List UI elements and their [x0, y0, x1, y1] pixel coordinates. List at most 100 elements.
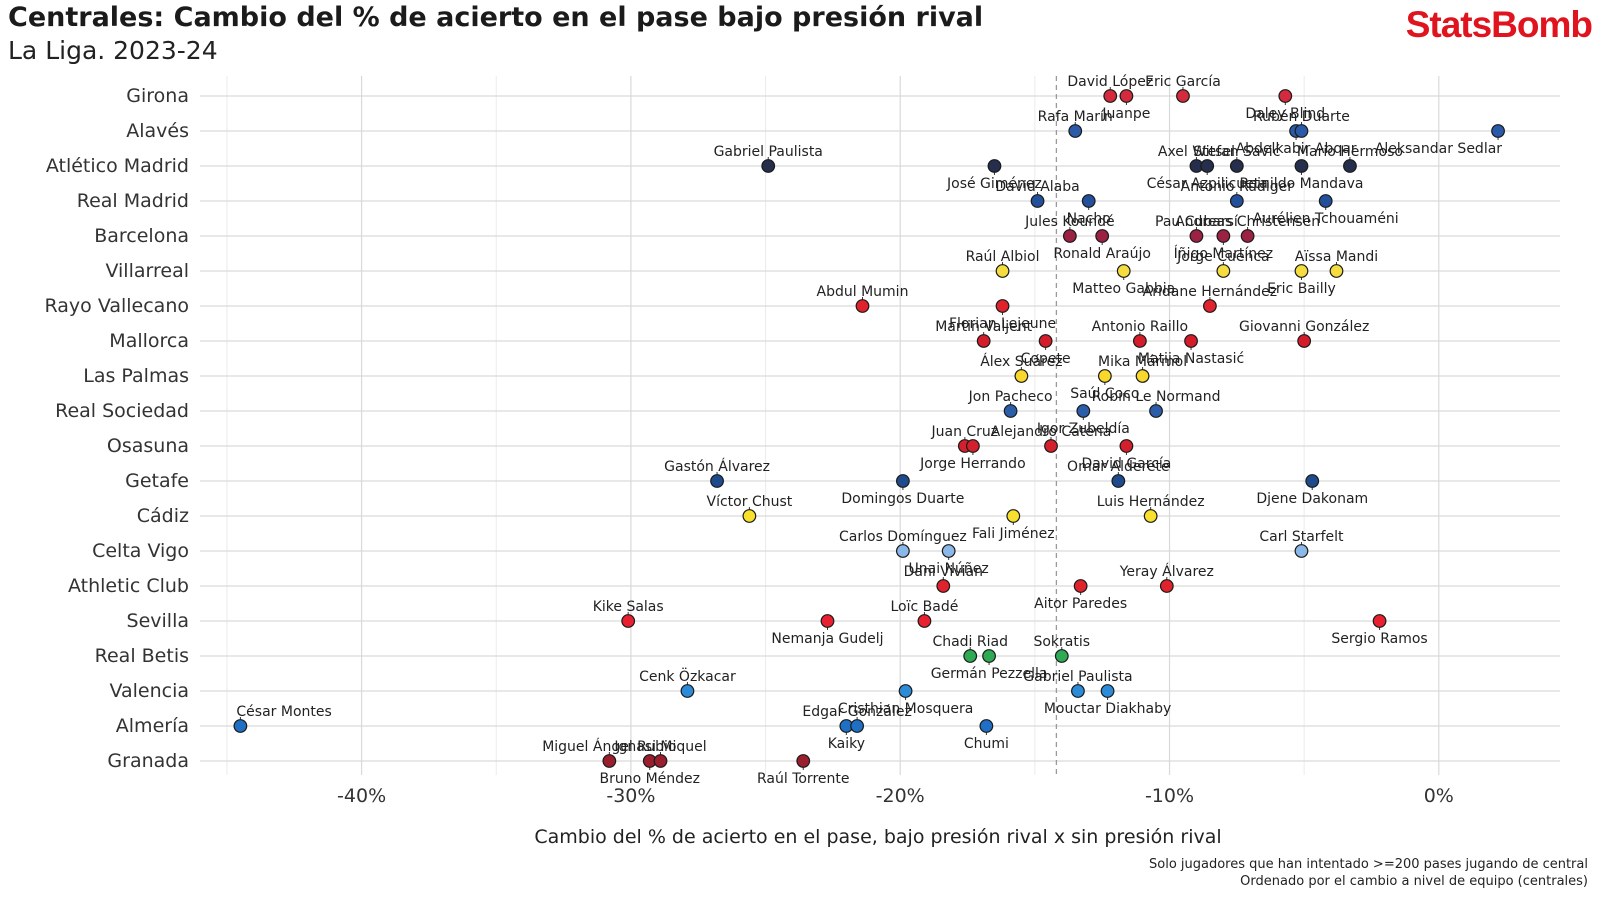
player-label-fali-jimenez: Fali Jiménez: [972, 526, 1055, 542]
point-igor-zubeldia: [1076, 404, 1091, 418]
point-miguel-angel-rubio: [602, 754, 617, 768]
player-label-gabriel-paulista: Gabriel Paulista: [1023, 669, 1132, 685]
player-label-david-garcia: David García: [1081, 456, 1171, 472]
player-label-luis-hernandez: Luis Hernández: [1097, 494, 1205, 510]
player-label-alejandro-catena: Alejandro Catena: [991, 424, 1112, 440]
player-label-alex-suarez: Álex Suárez: [980, 353, 1062, 370]
player-label-abdelkabir-abqar: Abdelkabir Abqar: [1236, 141, 1357, 157]
player-label-cenk-ozkacar: Cenk Özkacar: [639, 667, 736, 685]
point-nemanja-gudelj: [820, 614, 835, 628]
chart-subtitle: La Liga. 2023-24: [8, 36, 218, 65]
player-label-aissa-mandi: Aïssa Mandi: [1295, 249, 1378, 265]
point-robin-le-normand: [1149, 404, 1163, 418]
x-tick-labels: -40% -30% -20% -10% 0%: [337, 785, 1454, 807]
player-label-jules-kounde: Jules Koundé: [1024, 214, 1115, 230]
player-label-axel-witsel: Axel Witsel: [1158, 144, 1235, 160]
player-label-igor-zubeldia: Igor Zubeldía: [1037, 421, 1130, 437]
point-matteo-gabbia: [1116, 264, 1131, 278]
player-label-aurelien-tchouameni: Aurélien Tchouaméni: [1253, 211, 1399, 227]
category-label-sevilla: Sevilla: [127, 610, 189, 632]
point-omar-alderete: [1111, 474, 1126, 488]
player-label-rafa-marin: Rafa Marín: [1038, 109, 1113, 125]
player-label-mika-marmol: Mika Mármol: [1098, 354, 1187, 370]
category-label-alaves: Alavés: [126, 120, 189, 142]
point-aleksandar-sedlar: [1491, 124, 1505, 138]
point-inigo-martinez: [1216, 229, 1231, 243]
point-david-alaba: [1030, 194, 1045, 208]
point-sokratis: [1054, 649, 1069, 663]
player-label-ruben-duarte: Rubén Duarte: [1253, 109, 1350, 125]
point-fali-jimenez: [1006, 509, 1021, 523]
category-label-cadiz: Cádiz: [137, 505, 189, 527]
data-points: [233, 89, 1505, 768]
point-djene-dakonam: [1305, 474, 1320, 488]
player-label-aleksandar-sedlar: Aleksandar Sedlar: [1375, 141, 1502, 157]
player-label-eric-garcia: Eric García: [1145, 74, 1221, 90]
point-mika-marmol: [1135, 369, 1150, 383]
player-label-dani-vivian: Dani Vivian: [904, 564, 983, 580]
player-label-andreas-christensen: Andreas Christensen: [1175, 214, 1320, 230]
player-label-david-alaba: David Alaba: [995, 179, 1079, 195]
point-german-pezzella: [982, 649, 996, 663]
player-label-giovanni-gonzalez: Giovanni González: [1239, 319, 1369, 335]
player-label-mario-hermoso: Mario Hermoso: [1297, 144, 1403, 160]
category-label-athletic-club: Athletic Club: [68, 575, 189, 597]
category-label-real-madrid: Real Madrid: [77, 190, 189, 212]
player-label-raul-torrente: Raúl Torrente: [757, 771, 850, 787]
point-stefan-savic: [1229, 159, 1244, 173]
point-juanpe: [1119, 89, 1134, 103]
player-label-aitor-paredes: Aitor Paredes: [1034, 596, 1127, 612]
category-label-rayo-vallecano: Rayo Vallecano: [44, 295, 189, 317]
point-saul-coco: [1097, 369, 1112, 383]
point-copete: [1038, 334, 1053, 348]
player-label-kaiky: Kaiky: [828, 736, 865, 752]
point-reinildo-mandava: [1294, 159, 1309, 173]
category-label-valencia: Valencia: [109, 680, 189, 702]
point-eric-garcia: [1176, 89, 1190, 103]
point-matija-nastasic: [1184, 334, 1198, 348]
player-label-chadi-riad: Chadi Riad: [932, 634, 1008, 650]
player-label-antonio-rudiger: Antonio Rüdiger: [1181, 179, 1294, 195]
point-yeray-alvarez: [1159, 579, 1174, 593]
point-chadi-riad: [963, 649, 978, 663]
player-label-matija-nastasic: Matija Nastasić: [1138, 351, 1244, 367]
player-label-jon-pacheco: Jon Pacheco: [968, 389, 1053, 405]
player-label-martin-valjent: Martin Valjent: [935, 319, 1032, 335]
point-domingos-duarte: [895, 474, 910, 488]
player-label-carlos-dominguez: Carlos Domínguez: [839, 529, 967, 545]
point-david-lopez: [1103, 89, 1118, 103]
player-label-carl-starfelt: Carl Starfelt: [1259, 529, 1344, 545]
point-aridane-hernandez: [1203, 299, 1217, 313]
player-label-david-lopez: David López: [1067, 74, 1153, 90]
player-label-loic-bade: Loïc Badé: [891, 599, 959, 615]
point-cesar-montes: [233, 719, 248, 733]
point-antonio-raillo: [1132, 334, 1147, 348]
x-tick-label: -30%: [606, 785, 655, 807]
point-aissa-mandi: [1329, 264, 1344, 278]
player-label-cesar-montes: César Montes: [236, 704, 331, 720]
player-label-stefan-savic: Stefan Savić: [1193, 144, 1280, 160]
point-mouctar-diakhaby: [1100, 684, 1115, 698]
x-tick-label: -10%: [1145, 785, 1194, 807]
point-raul-torrente: [796, 754, 811, 768]
player-label-inigo-martinez: Íñigo Martínez: [1174, 245, 1273, 262]
player-label-omar-alderete: Omar Alderete: [1067, 459, 1170, 475]
player-label-raul-albiol: Raúl Albiol: [966, 249, 1040, 265]
point-mario-hermoso: [1343, 159, 1357, 173]
point-alex-suarez: [1014, 369, 1029, 383]
x-tick-label: -40%: [337, 785, 386, 807]
player-label-pau-cubarsi: Pau Cubarsí: [1155, 214, 1239, 230]
player-label-bruno-mendez: Bruno Méndez: [599, 771, 700, 787]
category-label-granada: Granada: [107, 750, 189, 772]
point-carl-starfelt: [1294, 544, 1309, 558]
point-edgar-gonzalez: [850, 719, 865, 733]
category-label-almeria: Almería: [116, 715, 189, 737]
point-martin-valjent: [976, 334, 991, 348]
category-label-villarreal: Villarreal: [105, 260, 189, 282]
player-label-nacho: Nacho: [1067, 211, 1111, 227]
point-daley-blind: [1278, 89, 1293, 103]
point-aitor-paredes: [1073, 579, 1088, 593]
point-jorge-cuenca: [1216, 264, 1231, 278]
point-giovanni-gonzalez: [1297, 334, 1312, 348]
